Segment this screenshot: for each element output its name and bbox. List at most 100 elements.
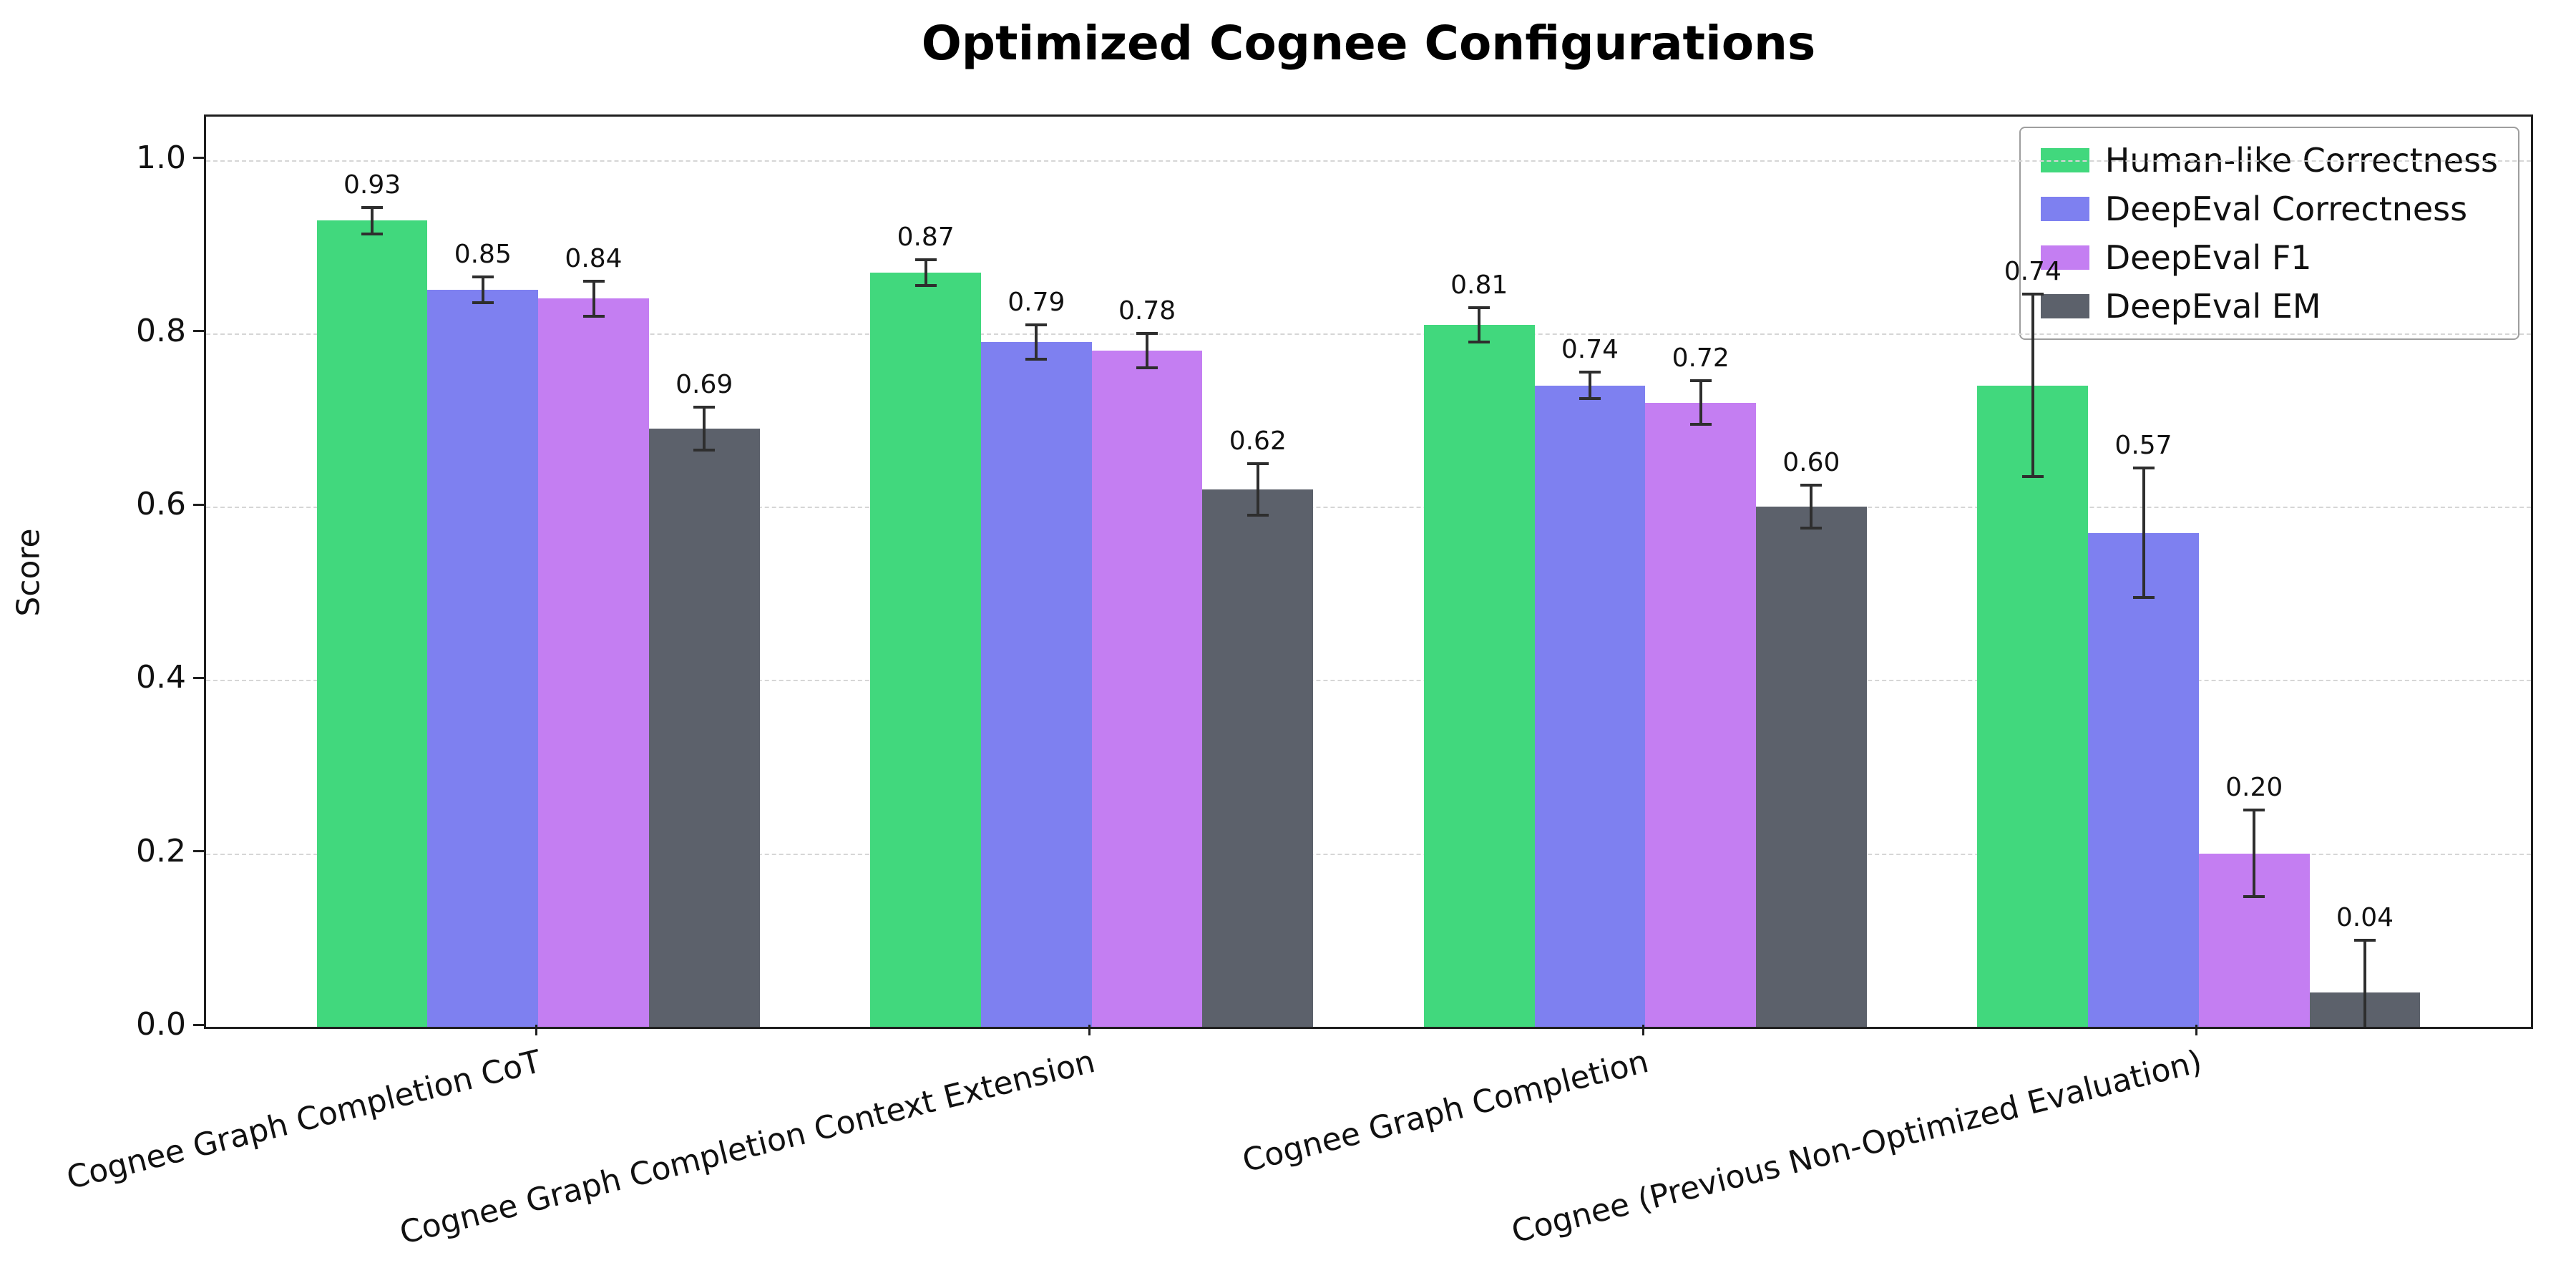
error-bar-cap-top	[914, 258, 937, 261]
bar	[870, 273, 981, 1027]
legend: Human-like Correctness DeepEval Correctne…	[2019, 127, 2519, 340]
bar	[1202, 489, 1314, 1027]
gridline	[206, 160, 2531, 162]
value-label: 0.74	[1561, 335, 1619, 365]
error-bar-cap-top	[1689, 379, 1712, 383]
x-tick-mark	[2195, 1025, 2198, 1035]
error-bar	[1588, 372, 1591, 399]
y-tick-mark	[193, 157, 204, 160]
x-tick-mark	[1641, 1025, 1644, 1035]
bar	[2088, 532, 2199, 1027]
error-bar-cap-top	[1025, 323, 1048, 326]
value-label: 0.85	[454, 240, 512, 270]
value-label: 0.72	[1672, 343, 1729, 374]
value-label: 0.60	[1782, 447, 1840, 477]
value-label: 0.62	[1229, 426, 1287, 456]
bar	[1534, 385, 1646, 1027]
bar	[648, 429, 760, 1027]
error-bar-cap-bottom	[1136, 366, 1158, 370]
error-bar-cap-bottom	[1579, 396, 1601, 400]
legend-swatch	[2040, 197, 2089, 221]
value-label: 0.69	[675, 369, 733, 399]
error-bar-cap-top	[472, 275, 494, 279]
error-bar-cap-top	[361, 206, 384, 210]
y-tick-mark	[193, 330, 204, 333]
bar	[1977, 385, 2089, 1027]
error-bar-cap-top	[1246, 462, 1269, 465]
error-bar-cap-bottom	[582, 314, 605, 318]
error-bar-cap-top	[2353, 938, 2376, 942]
error-bar-cap-bottom	[693, 449, 716, 452]
error-bar-cap-top	[1136, 331, 1158, 335]
error-bar	[2031, 294, 2034, 477]
error-bar-cap-top	[1579, 371, 1601, 374]
error-bar	[1699, 381, 1702, 425]
error-bar-cap-top	[2132, 466, 2155, 469]
y-tick-mark	[193, 850, 204, 853]
value-label: 0.84	[565, 244, 623, 274]
error-bar-cap-bottom	[2132, 596, 2155, 600]
error-bar	[371, 208, 374, 234]
error-bar-cap-top	[2021, 293, 2044, 296]
value-label: 0.20	[2225, 773, 2283, 803]
value-label: 0.81	[1450, 270, 1508, 300]
error-bar-cap-bottom	[2243, 895, 2265, 899]
legend-swatch	[2040, 294, 2089, 318]
legend-item: DeepEval EM	[2040, 287, 2498, 326]
gridline	[206, 333, 2531, 335]
error-bar-cap-bottom	[914, 284, 937, 288]
legend-label: DeepEval EM	[2104, 287, 2321, 326]
bar	[1423, 324, 1535, 1027]
error-bar	[2253, 810, 2256, 897]
value-label: 0.93	[343, 170, 401, 200]
y-tick-label: 0.0	[136, 1006, 186, 1043]
bar	[427, 290, 539, 1027]
error-bar	[1256, 463, 1259, 516]
error-bar	[481, 277, 484, 303]
value-label: 0.74	[2004, 257, 2062, 287]
error-bar	[1035, 324, 1038, 360]
error-bar-cap-top	[582, 280, 605, 283]
value-label: 0.87	[897, 222, 955, 252]
y-tick-mark	[193, 1023, 204, 1026]
legend-item: DeepEval F1	[2040, 238, 2498, 277]
y-tick-mark	[193, 503, 204, 506]
error-bar	[1810, 484, 1813, 529]
bar	[538, 298, 649, 1027]
value-label: 0.79	[1008, 287, 1065, 317]
x-tick-label: Cognee Graph Completion	[1239, 1043, 1652, 1180]
error-bar-cap-bottom	[2021, 474, 2044, 478]
y-tick-label: 0.4	[136, 659, 186, 696]
error-bar-cap-bottom	[1025, 358, 1048, 361]
gridline	[206, 680, 2531, 682]
error-bar-cap-top	[1800, 483, 1823, 487]
value-label: 0.57	[2114, 430, 2172, 460]
error-bar	[703, 406, 706, 451]
error-bar-cap-bottom	[1468, 340, 1491, 343]
error-bar-cap-bottom	[1800, 527, 1823, 530]
error-bar	[2142, 467, 2145, 598]
legend-item: DeepEval Correctness	[2040, 191, 2498, 227]
y-tick-label: 0.8	[136, 312, 186, 349]
error-bar	[924, 259, 927, 286]
error-bar-cap-top	[2243, 809, 2265, 812]
bar	[981, 341, 1092, 1027]
error-bar	[1146, 333, 1149, 369]
bar	[1756, 507, 1867, 1027]
y-tick-label: 0.2	[136, 832, 186, 869]
error-bar	[1478, 307, 1481, 342]
gridline	[206, 853, 2531, 855]
error-bar-cap-bottom	[1246, 514, 1269, 517]
bar	[1645, 402, 1756, 1027]
x-tick-mark	[535, 1025, 537, 1035]
legend-label: DeepEval F1	[2104, 238, 2312, 277]
error-bar-cap-bottom	[472, 301, 494, 305]
plot-area: Human-like Correctness DeepEval Correctne…	[204, 114, 2533, 1029]
error-bar	[592, 281, 595, 316]
bar	[1091, 351, 1203, 1027]
error-bar-cap-bottom	[361, 232, 384, 235]
error-bar-cap-top	[1468, 306, 1491, 309]
y-tick-mark	[193, 676, 204, 679]
x-tick-mark	[1088, 1025, 1091, 1035]
